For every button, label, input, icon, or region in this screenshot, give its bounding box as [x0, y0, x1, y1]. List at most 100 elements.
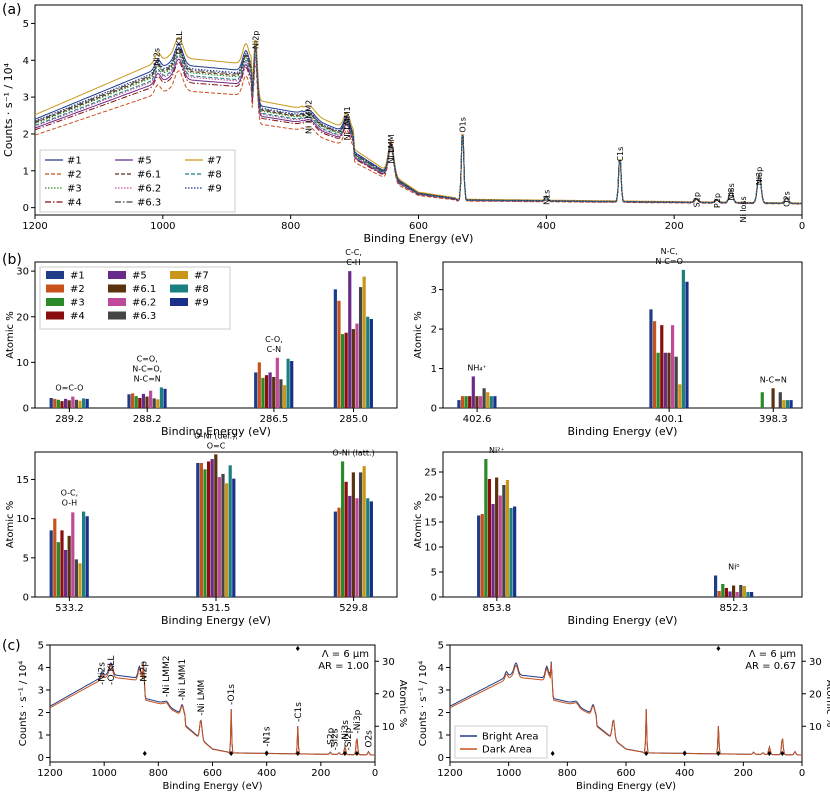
panel-b-nitrogen-bars: 0 1 2 3 Binding Energy (eV) Atomic % 402.6 NH₄⁺… [413, 247, 803, 438]
panel-b3-xtick-label: 533.2 [55, 603, 84, 614]
panel-b1-peak-label: C-N [267, 345, 281, 354]
panel-b1-bar [272, 376, 276, 408]
panel-c1-atomic-marker: ♦ [228, 750, 234, 758]
panel-a-legend-label: #7 [207, 156, 222, 167]
panel-b4-bar [749, 592, 754, 597]
panel-b3-bar [340, 461, 345, 597]
panel-a-legend-label: #5 [137, 156, 152, 167]
panel-b3-bar [362, 466, 366, 597]
panel-c2-xtick-label: 1000 [496, 768, 521, 779]
panel-b1-bar [261, 377, 265, 408]
panel-b1-bar [257, 362, 261, 408]
panel-a-xtick-label: 1000 [150, 221, 175, 232]
panel-a-xtick-label: 200 [665, 221, 684, 232]
panel-a-peak-label: Ni2p [252, 31, 261, 49]
panel-b2-bar [789, 400, 793, 408]
panel-b4-ytick-label: 25 [424, 468, 437, 479]
panel-b1-legend-label: #2 [70, 284, 85, 295]
panel-c2-legend [454, 725, 548, 759]
panel-c2-xtick-label: 1200 [437, 768, 462, 779]
panel-b3-bar [369, 501, 373, 597]
panel-c2-y2tick-label: 30 [809, 657, 822, 668]
panel-b3-bar [207, 461, 211, 597]
panel-b1-legend-swatch [170, 284, 188, 293]
panel-a-ytick-label: 0 [23, 203, 29, 214]
panel-b2-peak-label: N-C=N [760, 375, 787, 384]
panel-a-ytick-label: 5 [23, 19, 29, 30]
panel-c1-series-line [49, 663, 375, 756]
panel-c2-ytick-label: 0 [438, 753, 444, 764]
panel-b1-peak-label: C-C, [345, 248, 362, 257]
panel-b2-bar [649, 309, 653, 408]
panel-c1-atomic-marker: ♦ [295, 645, 301, 653]
panel-b2-bar [778, 392, 782, 408]
panel-c2-ytick-label: 3 [438, 686, 444, 697]
panel-b1-bar [163, 388, 167, 408]
panel-b1-bar [254, 372, 258, 408]
panel-b4-bar [746, 592, 750, 597]
panel-a-legend-label: #4 [67, 198, 82, 209]
panel-c2-ytick-label: 2 [438, 708, 444, 719]
panel-b1-legend-swatch [46, 311, 64, 320]
panel-b2-bar [771, 388, 775, 408]
panel-b3-bar [366, 498, 370, 597]
panel-a-xlabel: Binding Energy (eV) [364, 232, 474, 245]
panel-b4-ytick-label: 10 [424, 543, 437, 554]
panel-b3-bar [337, 507, 341, 597]
panel-c1-ytick-label: 2 [38, 708, 44, 719]
panel-b3-ytick-label: 10 [16, 514, 29, 525]
panel-b2-ytick-label: 2 [431, 325, 437, 336]
panel-b2-bar [652, 321, 657, 408]
panel-b3-bar [67, 535, 71, 597]
panel-c1-peak-label: -O1s [227, 684, 237, 705]
panel-a-legend-label: #9 [207, 184, 222, 195]
panel-a-spectrum: 1200 1000 800 600 400 200 0 0 1 2 3 4 5 Binding Energ… [2, 4, 805, 245]
panel-c1-peak-label: -O KLL [107, 656, 117, 685]
panel-a-peak-label: Ni3s [727, 183, 736, 200]
panel-b1-legend-swatch [108, 284, 126, 293]
panel-a-legend-label: #6.3 [137, 198, 161, 209]
panel-b2-xtick-label: 398.3 [759, 414, 788, 425]
panel-c1-xtick-label: 200 [311, 768, 330, 779]
panel-a-xtick-label: 800 [281, 221, 300, 232]
panel-b1-bar [279, 379, 283, 408]
panel-b1-ytick-label: 30 [16, 267, 29, 278]
panel-c2-info: AR = 0.67 [745, 661, 796, 672]
panel-c1-atomic-marker: ♦ [354, 750, 360, 758]
panel-b1-bar [141, 393, 146, 408]
panel-b1-bar [264, 375, 269, 408]
panel-b4-bar [513, 506, 517, 597]
panel-b4-bar [721, 584, 725, 597]
panel-b1-bar [81, 398, 86, 408]
panel-b1-bar [369, 319, 373, 408]
panel-b3-xtick-label: 531.5 [202, 603, 231, 614]
panel-c1-peak-label: -N1s [263, 726, 273, 747]
panel-b1-bar [290, 361, 294, 408]
panel-c2-atomic-marker: ♦ [715, 750, 721, 758]
panel-b1-legend-label: #9 [194, 298, 209, 309]
panel-c1-ytick-label: 1 [38, 731, 44, 742]
panel-b1-bar [340, 334, 345, 408]
panel-b4-bar [713, 575, 718, 597]
panel-b3-peak-label: O-Ni (latt.) [332, 448, 374, 457]
panel-b1-xlabel: Binding Energy (eV) [161, 425, 271, 438]
panel-b1-bar [337, 300, 341, 408]
panel-b1-xtick-label: 285.0 [339, 414, 368, 425]
panel-b3-bar [232, 478, 236, 597]
panel-c1-peak-label: -Ni LMM2 [162, 655, 172, 697]
panel-b3-bar [333, 511, 337, 597]
panel-c1-xlabel: Binding Energy (eV) [163, 781, 263, 792]
panel-b4-peak-label: Ni²⁺ [489, 446, 505, 455]
panel-b4-bar [480, 514, 484, 597]
panel-a-peak-label: Ni LMM [387, 134, 396, 163]
panel-b1-bar [85, 398, 89, 408]
panel-b1-bar [348, 271, 352, 408]
panel-c1-atomic-marker: ♦ [342, 750, 348, 758]
panel-c2-xtick-label: 400 [675, 768, 694, 779]
panel-b2-bar [486, 392, 490, 408]
panel-label-a: (a) [2, 2, 22, 18]
panel-b3-bar [81, 511, 86, 597]
panel-b3-bar [203, 469, 207, 597]
panel-b3-bar [196, 462, 200, 597]
panel-c1-peak-label: -Si2p [344, 727, 354, 750]
